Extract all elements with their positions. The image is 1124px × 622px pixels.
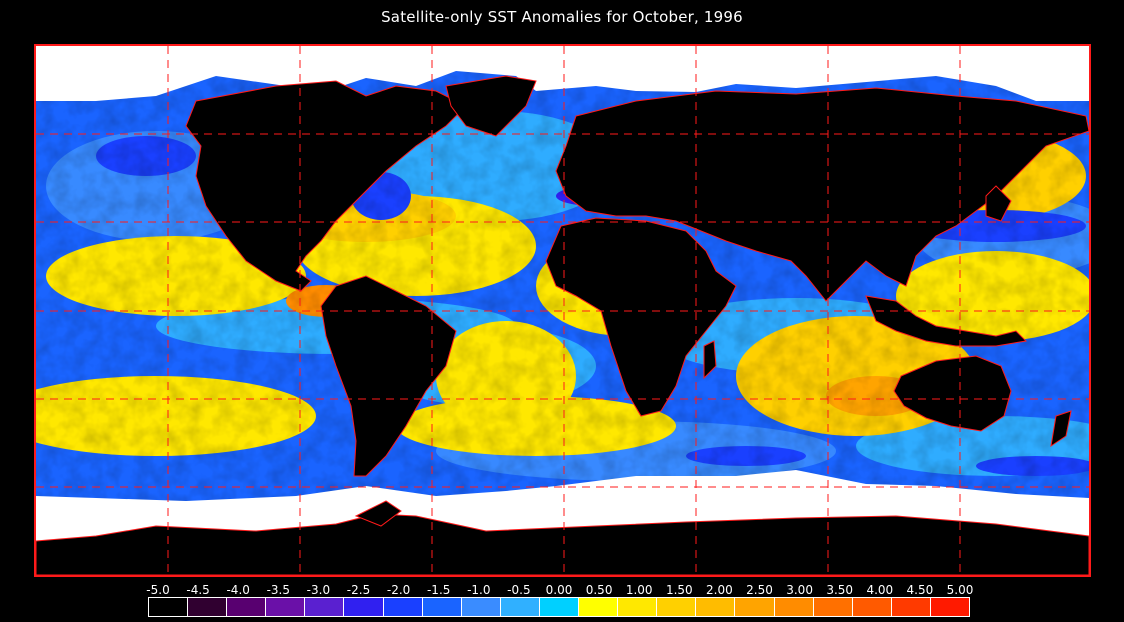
colorbar-tick-label: 5.00: [946, 583, 974, 597]
colorbar-tick-label: 0.00: [545, 583, 573, 597]
map-canvas: [36, 46, 1089, 575]
colorbar-tick-label: -5.0: [146, 583, 170, 597]
colorbar-swatch: [344, 598, 384, 616]
colorbar-tick-labels: -5.0 -4.5 -4.0 -3.5 -3.0 -2.5 -2.0 -1.5 -1.0 -0.5…: [0, 583, 1124, 597]
colorbar-tick-label: -4.0: [226, 583, 250, 597]
colorbar-swatch: [579, 598, 619, 616]
colorbar-tick-label: -3.0: [306, 583, 331, 597]
north-america: [185, 80, 467, 292]
colorbar-swatch: [813, 598, 853, 616]
colorbar-tick-label: -1.5: [426, 583, 451, 597]
colorbar-tick-label: 0.50: [585, 583, 613, 597]
colorbar-swatch: [539, 598, 580, 616]
madagascar: [703, 340, 717, 380]
colorbar-swatch: [852, 598, 892, 616]
antarctic-peninsula: [354, 500, 402, 527]
new-zealand: [1050, 410, 1072, 448]
japan: [985, 185, 1012, 222]
colorbar-swatch: [930, 598, 969, 616]
colorbar-tick-label: 2.50: [746, 583, 773, 597]
colorbar: [148, 597, 970, 617]
land-masses: [36, 75, 1089, 575]
colorbar-swatch: [305, 598, 345, 616]
africa: [545, 217, 737, 417]
south-america: [320, 275, 457, 477]
colorbar-swatch: [422, 598, 462, 616]
australia: [893, 355, 1012, 432]
colorbar-swatch: [657, 598, 697, 616]
colorbar-swatch: [266, 598, 306, 616]
colorbar-swatch: [774, 598, 814, 616]
colorbar-tick-label: -0.5: [507, 583, 531, 597]
colorbar-tick-label: 1.50: [665, 583, 693, 597]
colorbar-swatch: [383, 598, 423, 616]
eurasia: [555, 87, 1089, 302]
colorbar-tick-label: -2.5: [346, 583, 371, 597]
colorbar-tick-label: 3.00: [786, 583, 813, 597]
colorbar-swatch: [891, 598, 931, 616]
colorbar-swatch: [149, 598, 189, 616]
colorbar-tick-label: -3.5: [266, 583, 291, 597]
maritime-southeast-asia: [865, 295, 1028, 347]
colorbar-tick-label: 3.50: [826, 583, 854, 597]
arctic-ice: [36, 46, 1089, 101]
colorbar-tick-label: 1.00: [625, 583, 653, 597]
colorbar-swatch: [227, 598, 267, 616]
colorbar-swatch: [188, 598, 228, 616]
greenland: [445, 75, 537, 137]
colorbar-tick-label: -2.0: [386, 583, 411, 597]
colorbar-swatch: [696, 598, 736, 616]
colorbar-swatch: [735, 598, 775, 616]
map-title: Satellite-only SST Anomalies for October…: [381, 8, 743, 26]
colorbar-swatch: [461, 598, 501, 616]
colorbar-tick-label: -4.5: [186, 583, 210, 597]
colorbar-swatch: [618, 598, 658, 616]
colorbar-tick-label: 4.50: [906, 583, 934, 597]
colorbar-swatch: [500, 598, 540, 616]
lat-lon-grid: [36, 46, 1089, 575]
antarctica: [36, 513, 1089, 575]
colorbar-tick-label: 2.00: [706, 583, 733, 597]
colorbar-tick-label: -1.0: [467, 583, 491, 597]
sst-anomaly-map: [34, 44, 1091, 577]
colorbar-tick-label: 4.00: [866, 583, 894, 597]
